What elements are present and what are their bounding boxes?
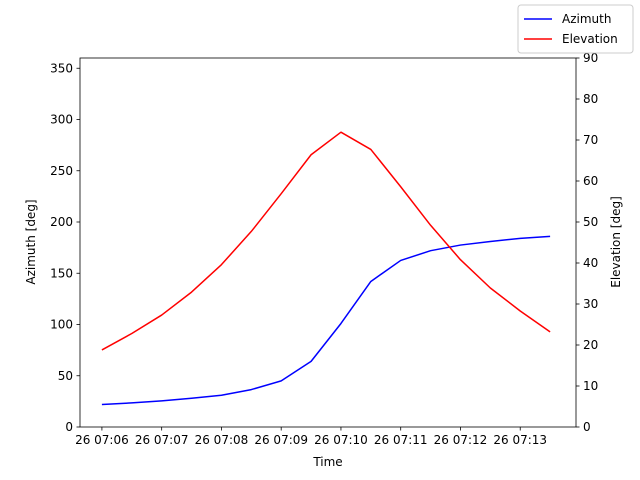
- right-y-tick-label: 70: [583, 133, 598, 147]
- right-y-tick-label: 90: [583, 51, 598, 65]
- x-tick-label: 26 07:12: [434, 433, 488, 447]
- legend-label-elevation: Elevation: [562, 32, 618, 46]
- right-y-tick-label: 80: [583, 92, 598, 106]
- legend-label-azimuth: Azimuth: [562, 12, 611, 26]
- x-tick-label: 26 07:10: [314, 433, 368, 447]
- right-y-tick-label: 10: [583, 379, 598, 393]
- x-tick-label: 26 07:09: [254, 433, 308, 447]
- left-y-tick-label: 250: [50, 164, 73, 178]
- right-y-tick-label: 0: [583, 420, 591, 434]
- right-y-axis: 0 10 20 30 40 50 60 70 80 90: [576, 51, 598, 434]
- left-y-tick-label: 150: [50, 266, 73, 280]
- left-y-tick-label: 100: [50, 318, 73, 332]
- plot-area: [79, 57, 577, 428]
- right-y-tick-label: 40: [583, 256, 598, 270]
- x-axis: 26 07:06 26 07:07 26 07:08 26 07:09 26 07:10…: [75, 427, 547, 447]
- plot-frame: [79, 57, 577, 428]
- left-y-tick-label: 200: [50, 215, 73, 229]
- series-line-elevation: [101, 131, 551, 351]
- left-y-axis-label: Azimuth [deg]: [24, 199, 38, 284]
- right-y-tick-label: 30: [583, 297, 598, 311]
- x-tick-label: 26 07:06: [75, 433, 129, 447]
- right-y-tick-label: 20: [583, 338, 598, 352]
- legend-box: [517, 4, 634, 54]
- right-y-tick-label: 50: [583, 215, 598, 229]
- left-y-tick-label: 50: [58, 369, 73, 383]
- x-tick-label: 26 07:08: [195, 433, 249, 447]
- x-tick-label: 26 07:11: [374, 433, 428, 447]
- x-axis-label: Time: [312, 455, 342, 469]
- legend: Azimuth Elevation: [517, 4, 634, 54]
- left-y-axis: 0 50 100 150 200 250 300 350: [50, 61, 80, 434]
- left-y-tick-label: 350: [50, 61, 73, 75]
- series-line-azimuth: [101, 235, 551, 406]
- x-tick-label: 26 07:13: [493, 433, 547, 447]
- right-y-axis-label: Elevation [deg]: [609, 196, 623, 288]
- left-y-tick-label: 0: [65, 420, 73, 434]
- left-y-tick-label: 300: [50, 113, 73, 127]
- x-tick-label: 26 07:07: [135, 433, 189, 447]
- right-y-tick-label: 60: [583, 174, 598, 188]
